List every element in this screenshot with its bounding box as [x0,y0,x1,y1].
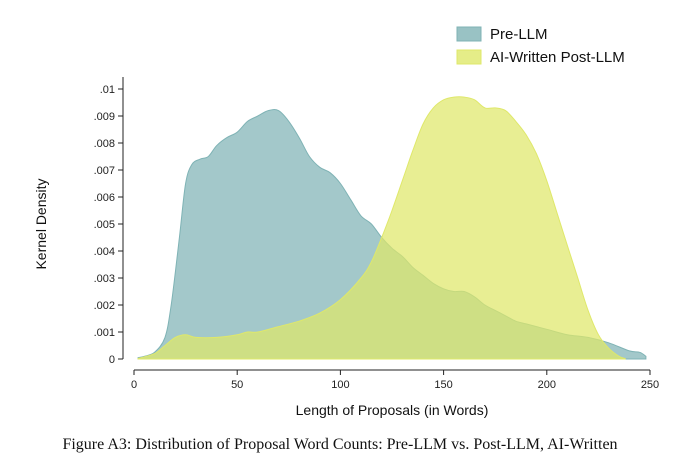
x-tick-label: 250 [641,379,659,391]
legend: Pre-LLM AI-Written Post-LLM [456,26,625,66]
x-tick-label: 100 [331,379,349,391]
x-tick-label: 200 [538,379,556,391]
x-axis-title: Length of Proposals (in Words) [296,402,489,418]
series-area-ai-written-post-llm [137,96,626,360]
axes: 0 .001 .002 .003 .004 .005 .006 .007 .008 .009 .01… [94,77,659,391]
y-tick-label: .005 [94,219,115,231]
x-tick-label: 50 [231,379,243,391]
legend-swatch-pre-llm [456,26,482,42]
y-tick-label: 0 [109,354,115,366]
y-tick-label: .002 [94,300,115,312]
figure-caption: Figure A3: Distribution of Proposal Word… [62,436,618,453]
y-tick-label: .003 [94,273,115,285]
y-axis-title: Kernel Density [33,178,49,269]
legend-label-ai-written-post-llm: AI-Written Post-LLM [490,49,625,66]
y-tick-label: .008 [94,138,115,150]
y-tick-label: .009 [94,111,115,123]
y-tick-label: .01 [100,84,115,96]
y-tick-label: .006 [94,192,115,204]
x-tick-label: 0 [131,379,137,391]
kernel-density-chart: Pre-LLM AI-Written Post-LLM 0 .001 .002 .003… [33,26,659,418]
legend-label-pre-llm: Pre-LLM [490,26,548,43]
y-tick-label: .004 [94,246,115,258]
legend-swatch-ai-written-post-llm [456,49,482,65]
y-tick-label: .001 [94,327,115,339]
density-areas [137,96,647,360]
x-tick-label: 150 [434,379,452,391]
y-tick-label: .007 [94,165,115,177]
